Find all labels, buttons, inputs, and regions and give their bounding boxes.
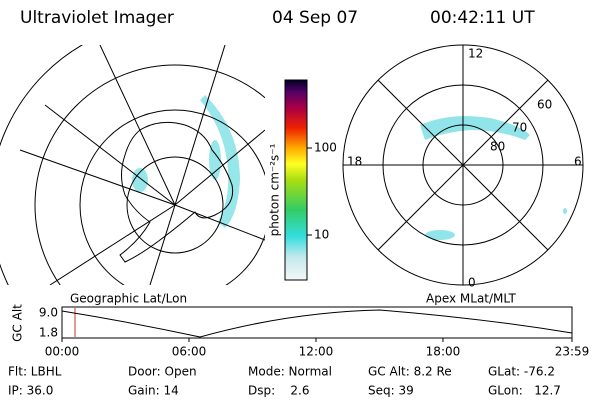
x-ticks: 00:00 06:00 12:00 18:00 23:59 xyxy=(45,338,590,359)
y-tick-label: 1.8 xyxy=(39,326,58,340)
altitude-frame xyxy=(61,306,573,339)
status-field: GLon: 12.7 xyxy=(488,384,561,398)
x-tick-label: 23:59 xyxy=(555,345,590,359)
mlt-label: 6 xyxy=(574,155,582,169)
colorbar-tick-label: 10 xyxy=(314,228,329,242)
status-field: Flt: LBHL xyxy=(8,365,62,379)
date: 04 Sep 07 xyxy=(272,8,358,28)
y-tick-label: 9.0 xyxy=(39,306,58,320)
status-field: Mode: Normal xyxy=(248,365,332,379)
x-tick-label: 18:00 xyxy=(426,345,461,359)
mlat-label: 60 xyxy=(537,98,552,112)
status-field: Seq: 39 xyxy=(368,384,414,398)
polar-plot: 12 18 6 0 60 70 80 xyxy=(342,44,584,290)
x-tick-label: 06:00 xyxy=(172,345,207,359)
colorbar xyxy=(284,79,308,281)
time: 00:42:11 UT xyxy=(430,8,535,28)
mlt-label: 12 xyxy=(468,47,483,61)
altitude-ylabel: GC Alt xyxy=(11,304,25,342)
geographic-map xyxy=(0,45,265,285)
status-field: Dsp: 2.6 xyxy=(248,384,310,398)
left-panel-label: Geographic Lat/Lon xyxy=(70,292,187,306)
instrument: Ultraviolet Imager xyxy=(20,8,174,28)
colorbar-tick-label: 100 xyxy=(314,141,337,155)
mlt-label: 18 xyxy=(347,155,362,169)
right-panel-label: Apex MLat/MLT xyxy=(426,292,516,306)
colorbar-label: photon cm⁻²s⁻¹ xyxy=(268,143,282,236)
altitude-curve xyxy=(61,309,573,338)
mlat-label: 70 xyxy=(512,121,527,135)
status-field: GC Alt: 8.2 Re xyxy=(368,365,452,379)
status: Flt: LBHL Door: Open Mode: Normal GC Alt: 8… xyxy=(8,365,561,398)
status-field: Gain: 14 xyxy=(128,384,179,398)
status-field: GLat: -76.2 xyxy=(488,365,555,379)
status-field: IP: 36.0 xyxy=(8,384,53,398)
status-field: Door: Open xyxy=(128,365,197,379)
mlt-label: 0 xyxy=(468,276,476,290)
x-tick-label: 12:00 xyxy=(299,345,334,359)
mlat-label: 80 xyxy=(490,140,505,154)
x-tick-label: 00:00 xyxy=(45,345,80,359)
